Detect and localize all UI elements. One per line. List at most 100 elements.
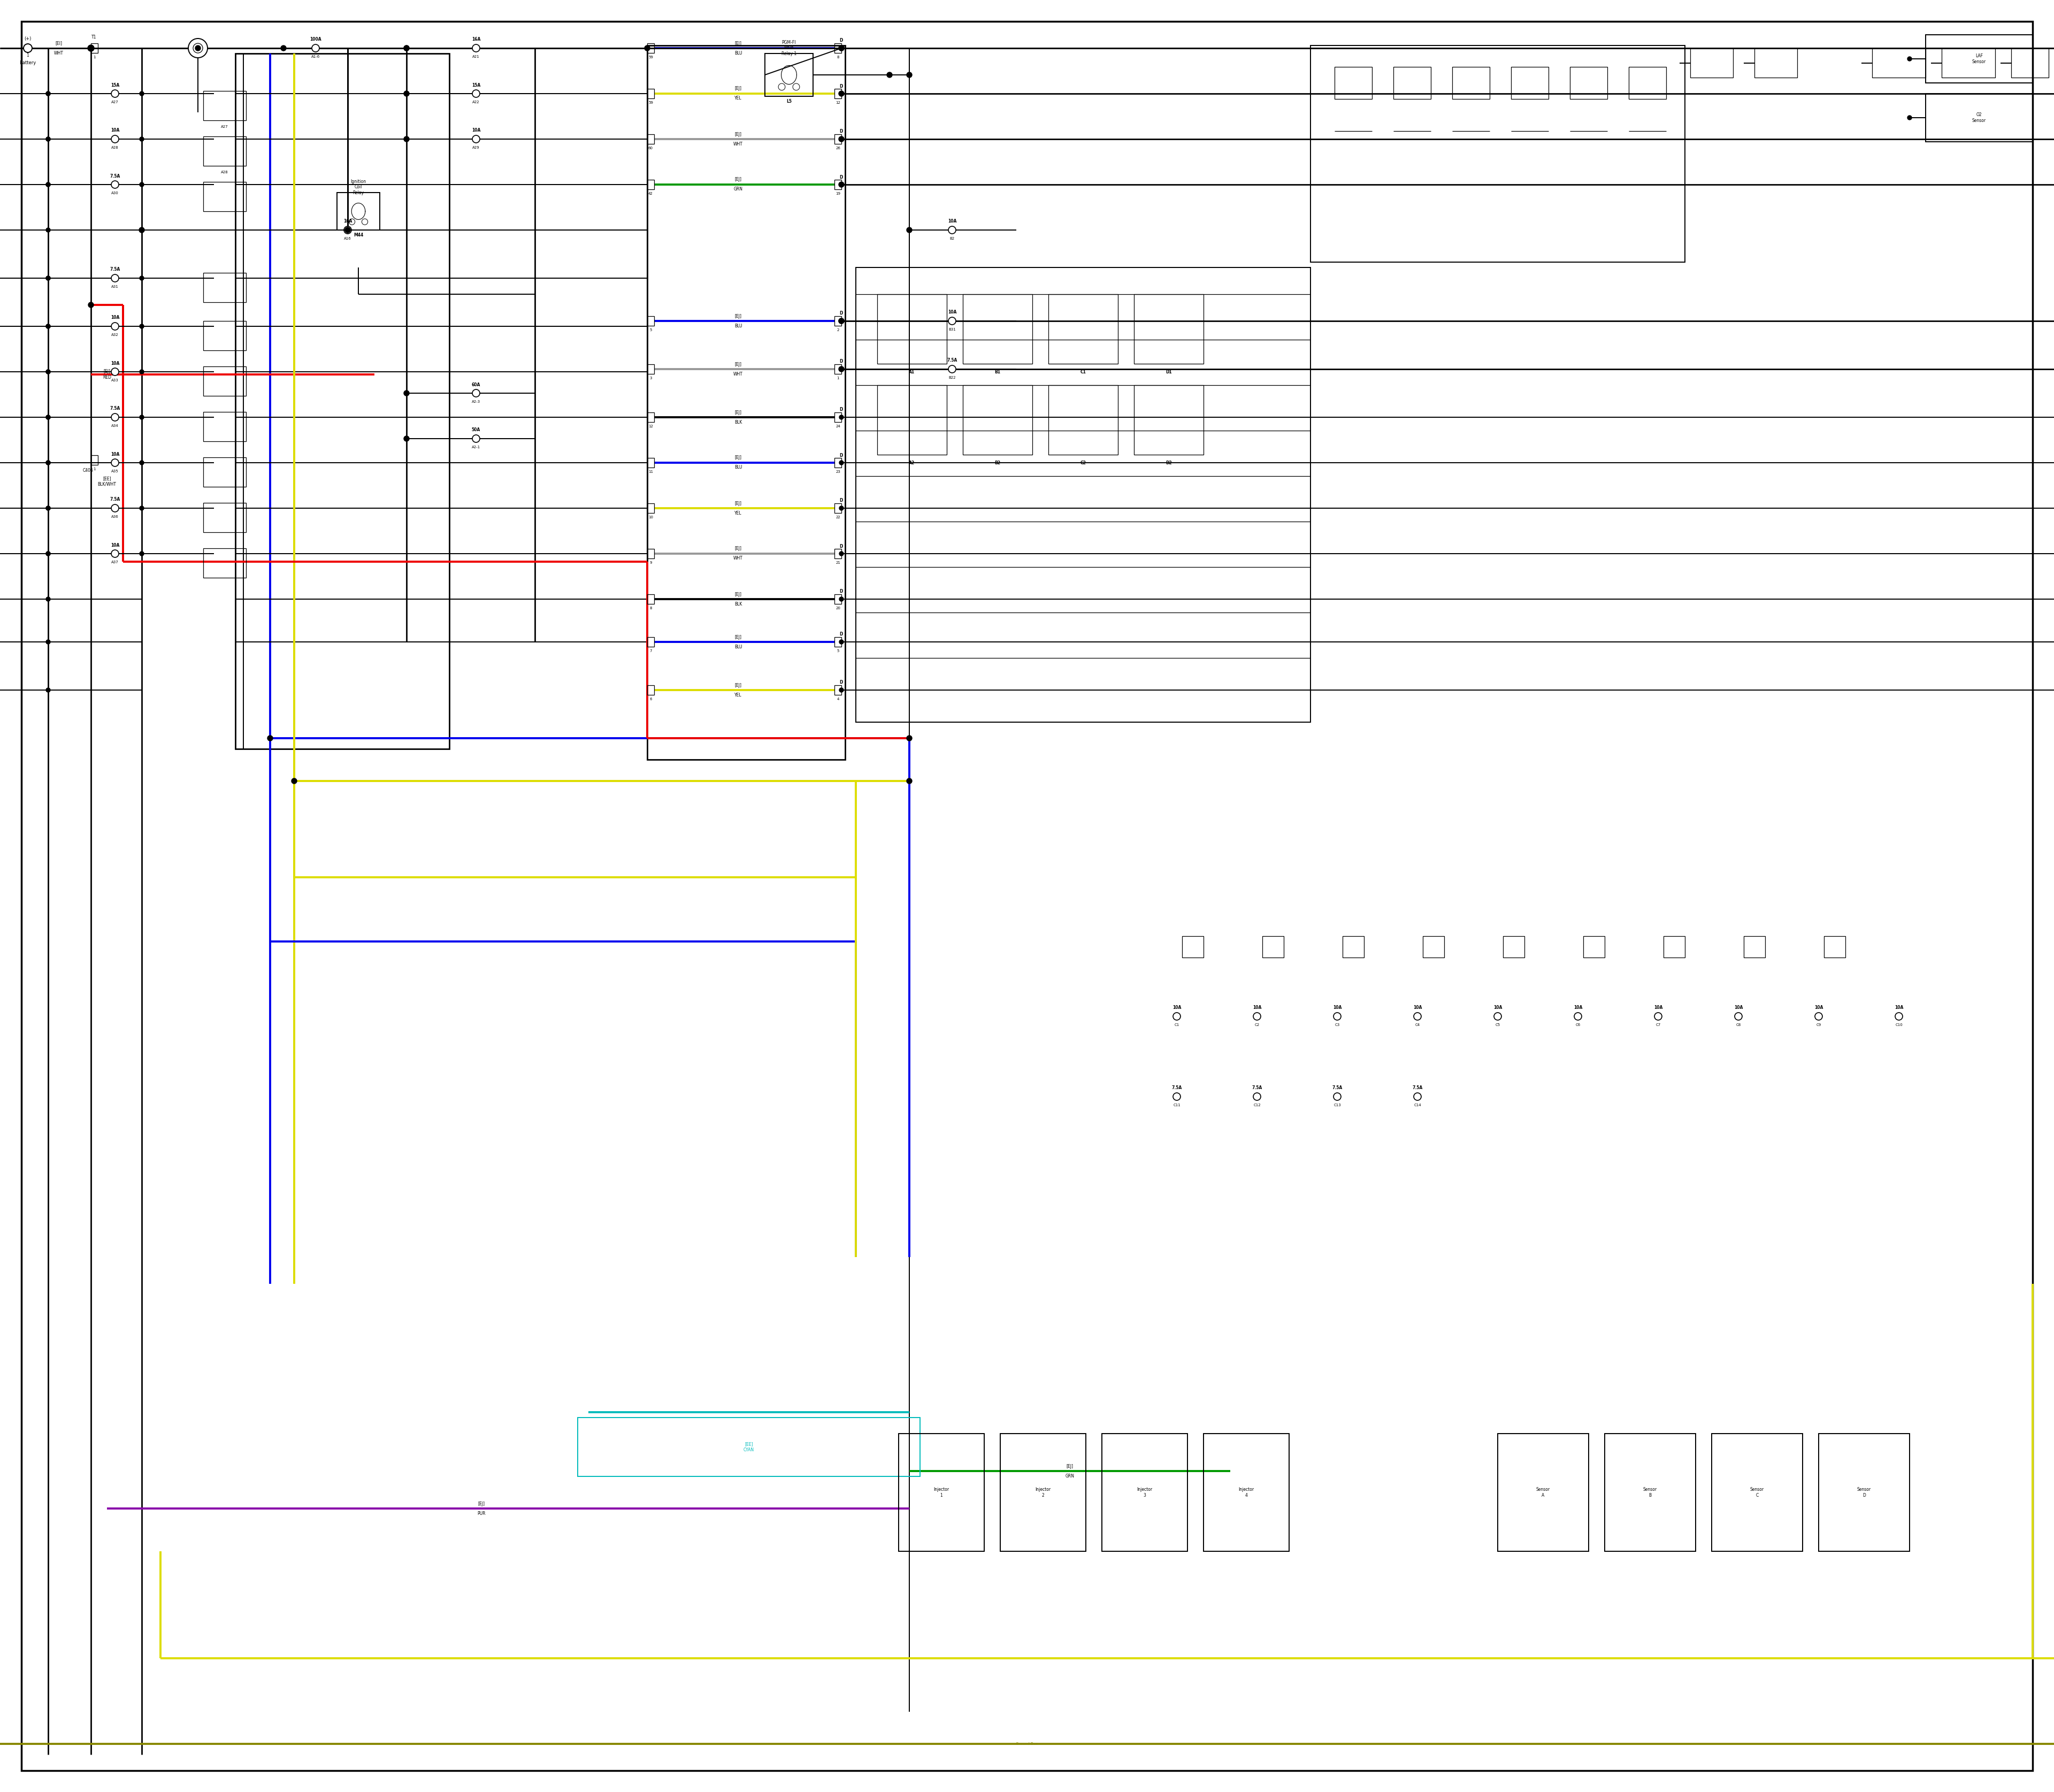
Text: A1: A1 <box>910 369 914 375</box>
Text: [EE]
BLK/WHT: [EE] BLK/WHT <box>99 477 117 487</box>
Circle shape <box>45 91 49 95</box>
Text: A2-3: A2-3 <box>472 400 481 403</box>
Text: A28: A28 <box>222 170 228 174</box>
Text: A1-6: A1-6 <box>312 56 320 59</box>
Bar <box>877 294 947 364</box>
Text: BLU: BLU <box>733 645 741 649</box>
Text: D: D <box>840 633 842 636</box>
Circle shape <box>405 45 409 50</box>
Text: Sensor
B: Sensor B <box>1643 1487 1658 1498</box>
Text: [EJ]: [EJ] <box>1066 1464 1074 1469</box>
Text: 1: 1 <box>27 54 29 57</box>
Circle shape <box>23 43 33 52</box>
Text: A2-1: A2-1 <box>472 446 481 448</box>
Circle shape <box>1413 1012 1421 1020</box>
Bar <box>834 459 842 468</box>
Text: Sensor
C: Sensor C <box>1750 1487 1764 1498</box>
Bar <box>834 685 842 695</box>
Text: C12: C12 <box>1253 1104 1261 1107</box>
Circle shape <box>45 276 49 280</box>
Text: 7.5A: 7.5A <box>1333 1086 1343 1091</box>
Circle shape <box>1493 1012 1501 1020</box>
Text: [EJ]: [EJ] <box>735 634 741 640</box>
Circle shape <box>140 416 144 419</box>
Text: 10A: 10A <box>1653 1005 1662 1011</box>
Circle shape <box>45 183 49 186</box>
Text: BLU: BLU <box>733 323 741 328</box>
Circle shape <box>45 136 49 142</box>
Text: 10A: 10A <box>1413 1005 1421 1011</box>
Circle shape <box>838 366 844 371</box>
Circle shape <box>88 45 94 52</box>
Bar <box>1134 294 1204 364</box>
Bar <box>1048 385 1117 455</box>
Bar <box>203 272 246 303</box>
Circle shape <box>949 226 955 233</box>
Text: D: D <box>840 174 842 179</box>
Text: Injector
4: Injector 4 <box>1239 1487 1255 1498</box>
Text: PUR: PUR <box>477 1511 485 1516</box>
Circle shape <box>111 504 119 513</box>
Bar <box>647 90 653 99</box>
Bar <box>90 43 99 54</box>
Text: 10A: 10A <box>1173 1005 1181 1011</box>
Circle shape <box>472 45 481 52</box>
Circle shape <box>140 461 144 464</box>
Text: 60A: 60A <box>472 382 481 387</box>
Text: C7: C7 <box>1656 1023 1660 1027</box>
Text: 21: 21 <box>836 561 840 564</box>
Circle shape <box>1253 1012 1261 1020</box>
Circle shape <box>906 228 912 233</box>
Circle shape <box>45 552 49 556</box>
Bar <box>834 548 842 559</box>
Circle shape <box>405 45 409 50</box>
Text: O2
Sensor: O2 Sensor <box>1972 113 1986 124</box>
Bar <box>1604 1434 1697 1552</box>
Bar <box>1504 935 1524 957</box>
Text: 15A: 15A <box>111 82 119 88</box>
Text: A27: A27 <box>222 125 228 129</box>
Bar <box>963 294 1033 364</box>
Text: [EJ]
RED: [EJ] RED <box>103 369 111 380</box>
Circle shape <box>405 91 409 97</box>
Bar <box>834 43 842 54</box>
Text: 16A: 16A <box>472 38 481 41</box>
Circle shape <box>140 276 144 280</box>
Circle shape <box>45 416 49 419</box>
Text: Sensor
A: Sensor A <box>1536 1487 1551 1498</box>
Text: 7.5A: 7.5A <box>1251 1086 1261 1091</box>
Text: A36: A36 <box>111 514 119 518</box>
Circle shape <box>345 228 351 233</box>
Bar <box>203 136 246 167</box>
Circle shape <box>1333 1093 1341 1100</box>
Text: [EJ]: [EJ] <box>735 177 741 183</box>
Text: 23: 23 <box>836 470 840 473</box>
Bar <box>1824 935 1844 957</box>
Text: 10A: 10A <box>947 219 957 224</box>
Text: 59: 59 <box>649 56 653 59</box>
Circle shape <box>472 389 481 396</box>
Text: WHT: WHT <box>733 556 744 561</box>
Circle shape <box>195 45 201 50</box>
Circle shape <box>111 367 119 376</box>
Text: 11: 11 <box>649 470 653 473</box>
Circle shape <box>405 136 409 142</box>
Text: (+): (+) <box>25 36 31 41</box>
Circle shape <box>111 459 119 466</box>
Bar <box>1000 1434 1087 1552</box>
Circle shape <box>840 552 844 556</box>
Bar <box>647 685 653 695</box>
Bar <box>1690 48 1734 77</box>
Circle shape <box>840 640 844 643</box>
Text: 10A: 10A <box>1894 1005 1904 1011</box>
Bar <box>834 179 842 190</box>
Text: Injector
1: Injector 1 <box>935 1487 949 1498</box>
Text: 22: 22 <box>836 516 840 520</box>
Text: 42: 42 <box>649 192 653 195</box>
Bar <box>647 459 653 468</box>
Text: C11: C11 <box>1173 1104 1181 1107</box>
Circle shape <box>840 688 844 692</box>
Circle shape <box>45 505 49 511</box>
Text: C9: C9 <box>1816 1023 1822 1027</box>
Circle shape <box>140 183 144 186</box>
